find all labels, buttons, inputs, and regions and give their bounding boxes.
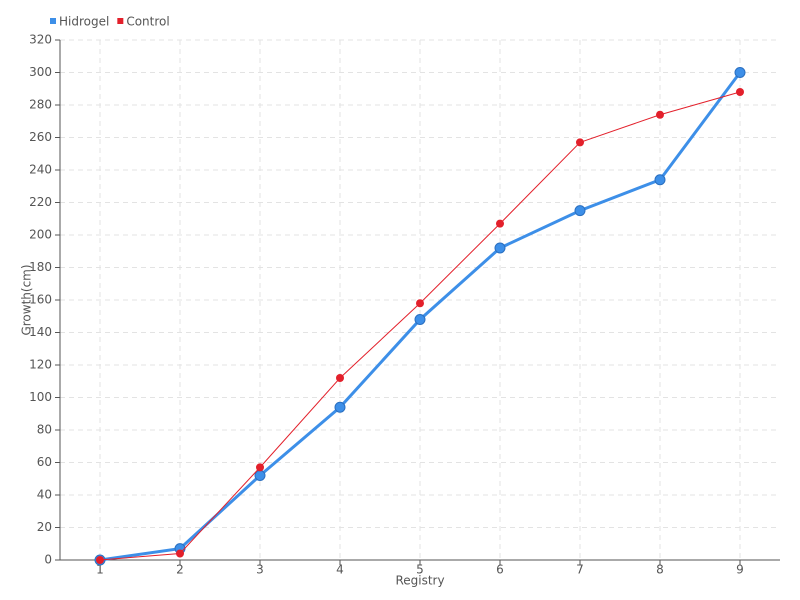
data-point (496, 219, 504, 228)
data-point (656, 110, 664, 119)
legend-label: Control (126, 15, 169, 29)
y-tick-label: 120 (29, 358, 52, 372)
y-tick-label: 0 (44, 553, 52, 567)
legend-swatch (117, 18, 124, 24)
data-point (494, 242, 506, 254)
y-tick-label: 20 (37, 520, 52, 534)
y-tick-label: 240 (29, 163, 52, 177)
y-tick-label: 160 (29, 293, 52, 307)
legend-swatch (50, 18, 56, 24)
y-tick-label: 280 (29, 98, 52, 112)
x-tick-label: 8 (656, 563, 664, 577)
x-tick-label: 4 (336, 563, 344, 577)
x-tick-label: 1 (96, 563, 104, 577)
data-point (96, 556, 104, 564)
y-tick-label: 220 (29, 195, 52, 209)
x-axis-label: Registry (395, 574, 444, 588)
data-point (414, 314, 426, 325)
data-point (736, 88, 744, 96)
y-tick-label: 180 (29, 260, 52, 274)
y-tick-label: 140 (29, 325, 52, 339)
y-tick-label: 60 (37, 455, 52, 469)
data-point (176, 549, 184, 558)
x-tick-label: 7 (576, 563, 584, 577)
data-point (254, 470, 266, 481)
y-tick-label: 320 (29, 33, 52, 47)
y-tick-label: 300 (29, 65, 52, 79)
data-point (256, 463, 264, 472)
data-point (334, 401, 346, 413)
data-point (576, 138, 584, 147)
data-point (654, 174, 666, 186)
y-tick-label: 80 (37, 423, 52, 437)
y-tick-label: 260 (29, 130, 52, 144)
y-tick-label: 40 (37, 488, 52, 502)
series-line (99, 91, 741, 561)
x-tick-label: 5 (416, 563, 424, 577)
y-axis-label: Growth(cm) (20, 264, 34, 335)
data-point (574, 205, 586, 217)
x-tick-label: 6 (496, 563, 504, 577)
legend-label: Hidrogel (59, 15, 109, 29)
x-tick-label: 3 (256, 563, 264, 577)
data-point (336, 374, 344, 382)
y-tick-label: 200 (29, 228, 52, 242)
data-point (416, 299, 424, 308)
x-tick-label: 2 (176, 563, 184, 577)
x-tick-label: 9 (736, 563, 744, 577)
data-point (734, 67, 746, 78)
y-tick-label: 100 (29, 390, 52, 404)
